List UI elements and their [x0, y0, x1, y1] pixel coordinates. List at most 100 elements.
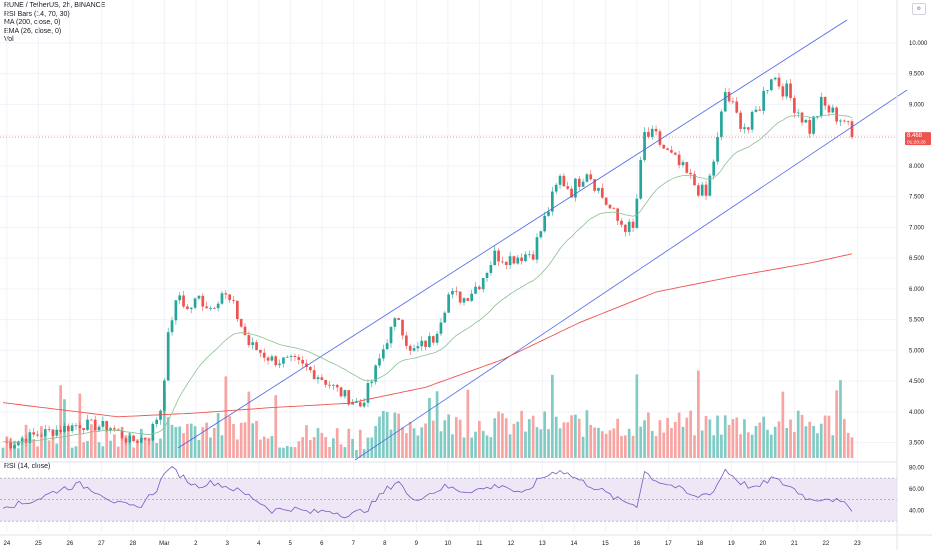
candle-body — [82, 428, 86, 430]
ma200-line — [2, 253, 853, 418]
candle — [647, 127, 650, 139]
candle-body — [777, 77, 781, 87]
candle — [163, 378, 166, 416]
candle-body — [113, 428, 116, 430]
candle — [600, 183, 604, 200]
volume-bar — [558, 428, 562, 458]
volume-bar — [197, 439, 201, 458]
candle — [839, 118, 842, 127]
candle-body — [239, 319, 243, 327]
volume-bar — [332, 438, 335, 458]
candle-body — [623, 224, 627, 232]
candle — [66, 423, 70, 432]
volume-bar — [462, 437, 466, 458]
price-tick-label: 8.000 — [909, 164, 925, 170]
candle — [420, 336, 424, 351]
candle — [166, 327, 170, 382]
time-tick-label: 13 — [539, 541, 546, 547]
volume-bar — [746, 432, 750, 458]
candle — [316, 375, 320, 384]
candle — [93, 415, 97, 431]
candle — [489, 261, 493, 276]
candle — [159, 409, 162, 425]
candle-body — [424, 340, 427, 347]
candle-body — [570, 188, 573, 198]
volume-bar — [239, 422, 243, 458]
volume-bar — [535, 427, 539, 458]
candle — [82, 427, 86, 435]
indicator-ema26[interactable]: EMA (26, close, 0) — [4, 27, 62, 35]
candle-body — [224, 293, 228, 295]
candle-body — [758, 109, 762, 111]
candle — [554, 182, 558, 195]
candle — [743, 123, 746, 134]
candle — [443, 310, 447, 323]
candle — [289, 354, 293, 362]
candle-body — [458, 291, 462, 303]
candle-body — [708, 175, 712, 196]
candle-body — [804, 119, 808, 123]
indicator-volume[interactable]: Vol — [4, 36, 14, 44]
candle-body — [431, 336, 435, 343]
candle — [608, 204, 612, 210]
candle-body — [612, 208, 616, 210]
candle — [24, 435, 28, 447]
symbol-title[interactable]: RUNE / TetherUS, 2h, BINANCE — [4, 2, 106, 9]
candle-body — [339, 387, 343, 397]
candle-body — [447, 294, 450, 313]
volume-bar — [758, 422, 762, 458]
volume-bar — [420, 427, 424, 458]
candle — [793, 95, 796, 118]
volume-bar — [574, 414, 577, 458]
candle — [466, 297, 470, 302]
candle — [689, 168, 692, 179]
volume-bar — [474, 431, 477, 458]
candle-body — [189, 307, 193, 309]
settings-icon[interactable]: ⚙ — [912, 3, 926, 15]
candle-body — [151, 423, 155, 441]
volume-bar — [627, 428, 631, 458]
volume-bar — [673, 421, 677, 458]
volume-bar — [232, 424, 235, 458]
candle-body — [543, 215, 547, 232]
candle-body — [439, 322, 443, 334]
volume-bar — [262, 436, 266, 458]
indicator-rsi-bars[interactable]: RSI Bars (14, 70, 30) — [4, 10, 70, 18]
time-tick-label: 18 — [697, 541, 704, 547]
volume-bar — [658, 420, 662, 458]
candles — [5, 72, 854, 452]
volume-bar — [727, 424, 731, 458]
candle-body — [36, 434, 39, 436]
candle-body — [727, 92, 731, 102]
candle-body — [670, 150, 673, 153]
volume-bar — [266, 438, 270, 458]
rsi-panel-label[interactable]: RSI (14, close) — [4, 463, 51, 470]
volume-bar — [762, 416, 765, 458]
candle — [178, 292, 182, 304]
indicator-ma200[interactable]: MA (200, close, 0) — [4, 19, 61, 27]
candle — [577, 175, 581, 191]
candle — [812, 115, 815, 136]
volume-bar — [639, 426, 643, 458]
candle — [739, 110, 742, 133]
volume-bar — [274, 395, 278, 458]
candle — [504, 261, 508, 270]
candle — [47, 425, 51, 433]
candle-body — [478, 286, 481, 290]
volume-bar — [689, 410, 692, 458]
candle — [531, 250, 535, 261]
time-tick-label: 10 — [445, 541, 452, 547]
candle-body — [235, 300, 239, 320]
candle — [612, 206, 616, 210]
candle — [151, 421, 155, 442]
candle-body — [435, 333, 439, 343]
candle — [51, 429, 55, 440]
volume-bar — [378, 416, 381, 458]
candle-body — [163, 380, 166, 411]
candle — [677, 150, 681, 169]
volume-bar — [704, 415, 708, 458]
volume-bar — [731, 419, 735, 458]
volume-bar — [842, 419, 846, 458]
